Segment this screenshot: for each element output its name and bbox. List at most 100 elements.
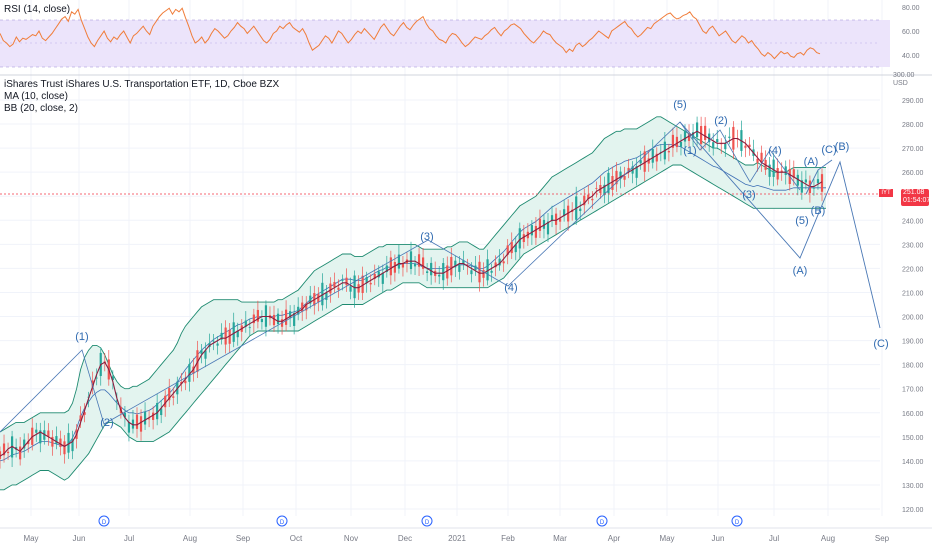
time-axis[interactable]: May Jun Jul Aug Sep Oct Nov Dec 2021 Feb Mar Apr May… (0, 527, 932, 543)
candle-body (51, 436, 54, 447)
rsi-label[interactable]: RSI (14, close) (4, 4, 71, 15)
candle-body (284, 309, 288, 325)
candle-body (168, 388, 171, 401)
candle-body (768, 164, 771, 177)
time-tick: Jun (73, 534, 86, 543)
candle-body (139, 416, 143, 432)
candle-body (248, 327, 251, 329)
candle-body (683, 130, 687, 142)
ma-line (0, 130, 823, 457)
candle-body (232, 322, 235, 342)
price-tick: 290.00 (902, 98, 924, 105)
candle-body (716, 139, 719, 143)
rsi-axis[interactable]: 80.00 60.00 40.00 (902, 5, 920, 60)
dividend-letter: D (102, 520, 107, 526)
candle-body (667, 151, 670, 153)
rsi-tick: 40.00 (902, 53, 920, 60)
price-tick: 190.00 (902, 339, 924, 346)
candle-body (413, 263, 417, 267)
price-tick: 140.00 (902, 459, 924, 466)
candle-body (212, 340, 215, 342)
candle-body (792, 169, 795, 178)
candle-body (59, 438, 62, 447)
candle-body (563, 209, 566, 216)
dividend-marker (98, 515, 110, 527)
candle-body (494, 262, 497, 268)
candle-body (627, 167, 630, 172)
candle-body (558, 218, 562, 222)
price-tick: 120.00 (902, 507, 924, 514)
chart-title[interactable]: iShares Trust iShares U.S. Transportatio… (4, 79, 280, 90)
candle-body (756, 158, 759, 163)
candle-body (635, 166, 638, 178)
time-tick: Oct (290, 534, 303, 543)
candle-body (152, 412, 155, 420)
candle-body (353, 275, 356, 299)
candle-body (470, 270, 473, 275)
price-tick: 180.00 (902, 363, 924, 370)
rsi-band (0, 20, 890, 67)
candle-body (804, 179, 807, 183)
bollinger-bands (0, 116, 826, 491)
wave-label: (2) (100, 417, 113, 429)
price-axis[interactable]: 120.00 130.00 140.00 150.00 160.00 170.00 180.… (902, 98, 924, 514)
price-tick: 260.00 (902, 170, 924, 177)
time-tick: 2021 (448, 534, 466, 543)
candle-body (297, 306, 300, 315)
candle-body (63, 441, 66, 455)
wave-labels: (1)(2)(3)(4)(5)(1)(2)(3)(4)(5)(A)(A)(B)(… (75, 99, 888, 429)
time-tick: Jul (769, 534, 779, 543)
candle-body (397, 254, 401, 269)
candle-body (438, 274, 441, 277)
candle-body (184, 380, 187, 384)
candle-body (643, 151, 646, 172)
currency-label[interactable]: USD (893, 80, 908, 87)
candle-body (498, 258, 501, 266)
candle-body (780, 170, 783, 173)
dividend-marker (731, 515, 743, 527)
price-tick: 150.00 (902, 435, 924, 442)
candle-body (482, 269, 485, 278)
time-tick: Aug (821, 534, 835, 543)
candle-body (79, 415, 82, 422)
time-tick: Jul (124, 534, 134, 543)
candle-body (700, 126, 703, 144)
candle-body (704, 125, 707, 141)
candle-body (224, 327, 227, 345)
candle-body (252, 314, 255, 324)
candle-body (293, 312, 296, 326)
price-tick: 170.00 (902, 387, 924, 394)
symbol-tag: IYT (879, 189, 893, 197)
ma-indicator-label[interactable]: MA (10, close) (4, 91, 68, 102)
candle-body (309, 295, 312, 304)
candle-body (712, 142, 715, 149)
candle-body (260, 319, 264, 323)
candle-body (321, 282, 324, 306)
last-price-tag: 251.08 01:54:07 (901, 189, 930, 206)
price-tick: 230.00 (902, 242, 924, 249)
candle-body (123, 412, 127, 418)
candle-body (341, 280, 344, 281)
candle-body (417, 254, 421, 267)
candle-body (131, 419, 135, 429)
time-tick: Jun (712, 534, 725, 543)
candle-body (430, 262, 433, 276)
bb-indicator-label[interactable]: BB (20, close, 2) (4, 103, 78, 114)
candle-body (591, 198, 594, 201)
candle-body (361, 275, 364, 294)
candle-body (728, 136, 731, 138)
time-tick: Sep (236, 534, 251, 543)
time-tick: Mar (553, 534, 567, 543)
time-tick: May (659, 534, 674, 543)
candle-body (442, 263, 445, 281)
candle-body (478, 261, 481, 283)
candle-body (760, 152, 763, 163)
moving-average (0, 130, 823, 457)
candle-body (486, 259, 489, 281)
candle-body (522, 234, 525, 243)
candle-body (317, 294, 320, 303)
wave-label: (1) (683, 145, 696, 157)
wave-label: (C) (821, 144, 836, 156)
candle-body (502, 261, 505, 264)
